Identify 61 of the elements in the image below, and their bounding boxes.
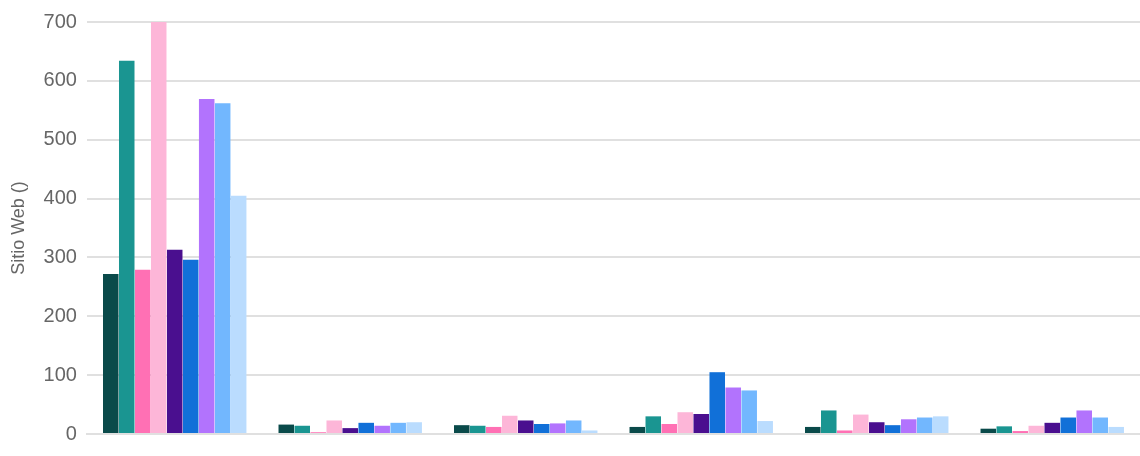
bar: [182, 259, 199, 433]
bar: [390, 422, 406, 433]
bar: [853, 414, 869, 433]
bar: [757, 421, 773, 433]
bar: [932, 416, 949, 433]
bar: [821, 410, 837, 433]
bar: [645, 416, 662, 433]
bar: [326, 420, 342, 433]
bar: [677, 412, 693, 433]
bar: [533, 423, 550, 433]
y-tick-label: 100: [43, 362, 77, 385]
bar: [884, 425, 901, 433]
bar: [166, 249, 183, 433]
bar: [980, 428, 997, 433]
bar: [1044, 422, 1060, 433]
bar: [1076, 410, 1092, 433]
y-tick-label: 300: [43, 244, 77, 267]
bar: [103, 273, 119, 433]
bar: [294, 425, 311, 433]
bar: [374, 425, 390, 433]
bar: [134, 269, 151, 433]
y-tick-label: 200: [43, 303, 77, 326]
bar: [150, 22, 167, 433]
bar: [1092, 417, 1108, 433]
bar: [661, 423, 678, 433]
y-tick-label: 500: [43, 127, 77, 150]
bar: [549, 423, 566, 433]
bar: [741, 390, 757, 433]
bar: [837, 430, 853, 433]
bar: [230, 195, 247, 433]
bar: [1028, 425, 1045, 433]
bar: [693, 413, 709, 433]
bar: [725, 387, 741, 433]
y-axis-title: Sitio Web (): [7, 181, 28, 275]
bar: [358, 422, 374, 433]
bar: [1060, 417, 1076, 433]
bar: [501, 415, 518, 433]
bar: [581, 430, 598, 433]
bar: [406, 422, 422, 433]
bar: [454, 425, 470, 433]
y-tick-label: 600: [43, 68, 77, 91]
bar: [900, 419, 917, 433]
bar: [1108, 426, 1124, 433]
bar: [486, 426, 502, 433]
bar: [198, 99, 215, 433]
y-tick-label: 0: [65, 421, 77, 444]
bar: [565, 420, 582, 433]
bar: [214, 103, 231, 433]
y-tick-label: 700: [43, 9, 77, 32]
bar: [342, 428, 358, 433]
bar: [996, 426, 1013, 433]
bar: [916, 417, 933, 433]
bar: [709, 372, 725, 433]
bar: [517, 420, 534, 433]
bar: [278, 424, 295, 433]
bar: [868, 422, 885, 433]
bar: [805, 426, 821, 433]
bar: [470, 425, 486, 433]
bar: [119, 60, 135, 433]
bar: [629, 426, 646, 433]
y-tick-label: 400: [43, 186, 77, 209]
